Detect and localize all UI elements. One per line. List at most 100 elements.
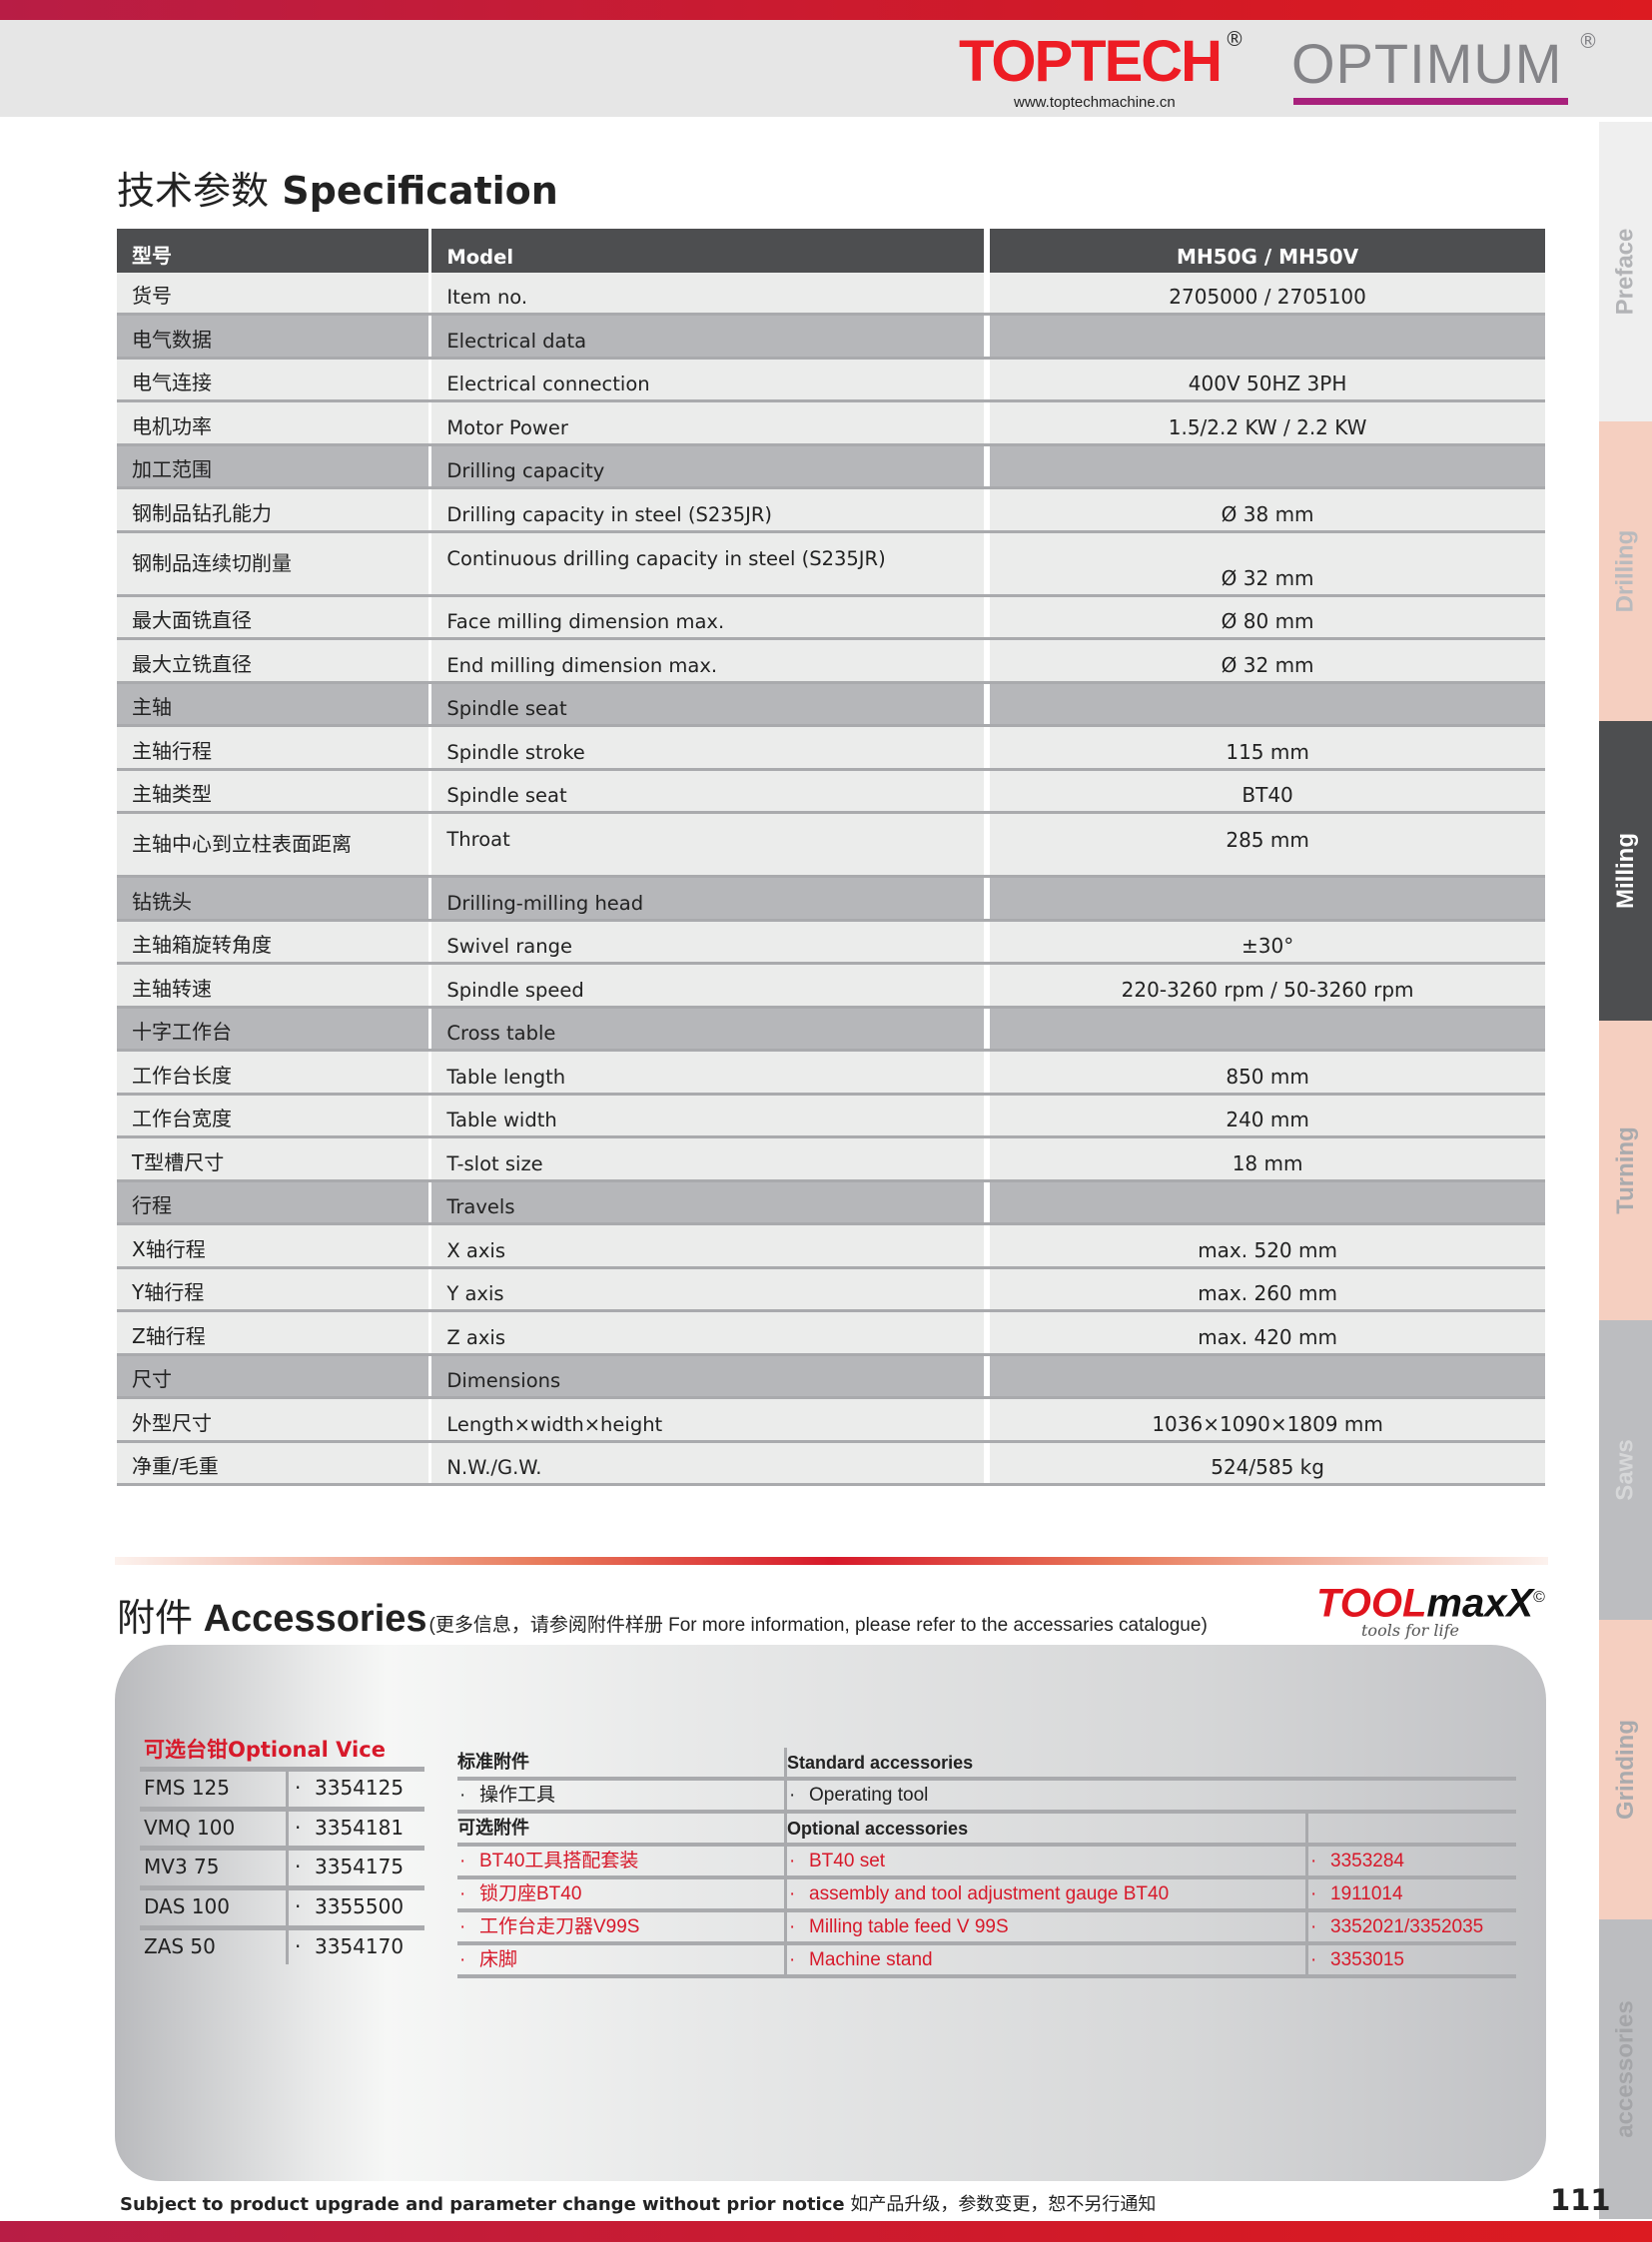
- tab-preface[interactable]: Preface: [1599, 122, 1652, 421]
- row-label-cn: 钻铣头: [117, 878, 429, 919]
- table-row: 最大面铣直径 Face milling dimension max. Ø 80 mm: [117, 596, 1545, 640]
- table-row: Y轴行程 Y axis max. 260 mm: [117, 1268, 1545, 1312]
- optional-item-row: · 锁刀座BT40 · assembly and tool adjustment ga…: [457, 1879, 1516, 1912]
- item-label: 3353015: [1330, 1949, 1404, 1970]
- row-value: [990, 683, 1545, 724]
- vice-row: DAS 100 · 3355500: [140, 1885, 424, 1925]
- row-label-en: Drilling-milling head: [431, 878, 985, 919]
- vice-row: ZAS 50 · 3354170: [140, 1924, 424, 1965]
- tab-accessories[interactable]: accessories: [1599, 1919, 1652, 2219]
- vice-row: VMQ 100 · 3354181: [140, 1806, 424, 1847]
- table-row: 主轴中心到立柱表面距离 Throat 285 mm: [117, 814, 1545, 878]
- vice-name: ZAS 50: [144, 1933, 216, 1958]
- optional-item-en: · Machine stand: [784, 1945, 1305, 1974]
- optional-en: Optional accessories: [784, 1814, 1305, 1843]
- item-label: 3353284: [1330, 1851, 1404, 1871]
- vice-name: VMQ 100: [144, 1815, 236, 1840]
- optional-item-en: · Milling table feed V 99S: [784, 1912, 1305, 1941]
- title-en: Specification: [282, 169, 558, 213]
- table-row: 钢制品连续切削量 Continuous drilling capacity in …: [117, 532, 1545, 597]
- item-number: 3354181: [315, 1815, 405, 1840]
- row-label-cn: 尺寸: [117, 1355, 429, 1396]
- row-label-cn: 行程: [117, 1181, 429, 1222]
- page-header: TOPTECH ® www.toptechmachine.cn OPTIMUM …: [0, 20, 1652, 117]
- tab-label: Saws: [1611, 1439, 1639, 1501]
- row-label-cn: 工作台宽度: [117, 1095, 429, 1135]
- table-row: 最大立铣直径 End milling dimension max. Ø 32 mm: [117, 640, 1545, 684]
- table-header-row: 型号 Model MH50G / MH50V: [117, 229, 1545, 273]
- standard-item-en: · Operating tool: [784, 1781, 1516, 1810]
- row-value: 400V 50HZ 3PH: [990, 359, 1545, 399]
- row-label-cn: 电气数据: [117, 316, 429, 357]
- optional-item-row: · 工作台走刀器V99S · Milling table feed V 99S · 335…: [457, 1912, 1516, 1945]
- optimum-logo: OPTIMUM: [1291, 32, 1563, 95]
- row-label-en: Item no.: [431, 272, 985, 313]
- header-model: MH50G / MH50V: [990, 229, 1545, 273]
- row-label-en: Dimensions: [431, 1355, 985, 1396]
- row-label-en: Table width: [431, 1095, 985, 1135]
- row-label-cn: 电机功率: [117, 402, 429, 443]
- row-label-en: Electrical data: [431, 316, 985, 357]
- accessories-title-cn: 附件: [117, 1598, 194, 1640]
- toptech-logo: TOPTECH: [959, 29, 1223, 94]
- item-label: 床脚: [479, 1949, 518, 1970]
- row-label-cn: 外型尺寸: [117, 1399, 429, 1440]
- tab-turning[interactable]: Turning: [1599, 1021, 1652, 1320]
- vice-item-no: · 3354175: [286, 1851, 424, 1886]
- row-label-cn: 加工范围: [117, 445, 429, 486]
- tab-drilling[interactable]: Drilling: [1599, 421, 1652, 721]
- vice-item-no: · 3354170: [286, 1929, 424, 1965]
- row-value: [990, 316, 1545, 357]
- row-label-cn: Y轴行程: [117, 1268, 429, 1309]
- row-label-en: N.W./G.W.: [431, 1442, 985, 1483]
- vice-item-no: · 3355500: [286, 1890, 424, 1925]
- row-label-en: Cross table: [431, 1008, 985, 1049]
- section-row: 尺寸 Dimensions: [117, 1355, 1545, 1399]
- row-label-en: Spindle seat: [431, 683, 985, 724]
- optional-item-en: · assembly and tool adjustment gauge BT40: [784, 1879, 1305, 1908]
- tab-label: Milling: [1611, 833, 1639, 909]
- vice-name: FMS 125: [144, 1776, 230, 1800]
- section-row: 电气数据 Electrical data: [117, 316, 1545, 360]
- section-row: 十字工作台 Cross table: [117, 1008, 1545, 1052]
- toolmaxx-logo-black: maxX: [1426, 1581, 1534, 1626]
- row-label-cn: 钢制品连续切削量: [117, 532, 429, 594]
- item-label: 操作工具: [479, 1785, 556, 1806]
- bullet: ·: [1310, 1883, 1317, 1904]
- bullet: ·: [459, 1851, 466, 1871]
- bullet: ·: [459, 1785, 466, 1806]
- row-value: max. 420 mm: [990, 1312, 1545, 1353]
- tab-saws[interactable]: Saws: [1599, 1320, 1652, 1620]
- optional-cn: 可选附件: [457, 1818, 529, 1838]
- table-row: Z轴行程 Z axis max. 420 mm: [117, 1312, 1545, 1356]
- tab-grinding[interactable]: Grinding: [1599, 1620, 1652, 1919]
- row-value: max. 260 mm: [990, 1268, 1545, 1309]
- bullet: ·: [459, 1949, 466, 1970]
- table-row: 主轴转速 Spindle speed 220-3260 rpm / 50-3260 …: [117, 965, 1545, 1009]
- registered-mark: ®: [1225, 27, 1244, 51]
- row-value: [990, 1008, 1545, 1049]
- standard-en: Standard accessories: [784, 1748, 1516, 1777]
- row-value: 850 mm: [990, 1052, 1545, 1093]
- item-label: Machine stand: [809, 1949, 933, 1970]
- row-label-en: Spindle seat: [431, 770, 985, 811]
- tab-label: Grinding: [1611, 1720, 1639, 1820]
- table-row: 钢制品钻孔能力 Drilling capacity in steel (S235J…: [117, 489, 1545, 533]
- row-value: 220-3260 rpm / 50-3260 rpm: [990, 965, 1545, 1006]
- row-value: BT40: [990, 770, 1545, 811]
- item-label: 锁刀座BT40: [479, 1883, 582, 1904]
- bullet: ·: [459, 1883, 466, 1904]
- tab-milling[interactable]: Milling: [1599, 721, 1652, 1021]
- optional-item-item: · 3352021/3352035: [1305, 1912, 1516, 1941]
- row-label-en: Drilling capacity in steel (S235JR): [431, 489, 985, 530]
- row-value: max. 520 mm: [990, 1225, 1545, 1266]
- row-label-en: Electrical connection: [431, 359, 985, 399]
- table-row: 主轴行程 Spindle stroke 115 mm: [117, 727, 1545, 771]
- page-title: 技术参数 Specification: [117, 160, 558, 215]
- row-label-en: Swivel range: [431, 921, 985, 962]
- bullet: ·: [295, 1894, 302, 1919]
- row-label-en: Motor Power: [431, 402, 985, 443]
- row-value: 2705000 / 2705100: [990, 272, 1545, 313]
- bullet: ·: [295, 1776, 302, 1800]
- page-number: 111: [1550, 2183, 1611, 2217]
